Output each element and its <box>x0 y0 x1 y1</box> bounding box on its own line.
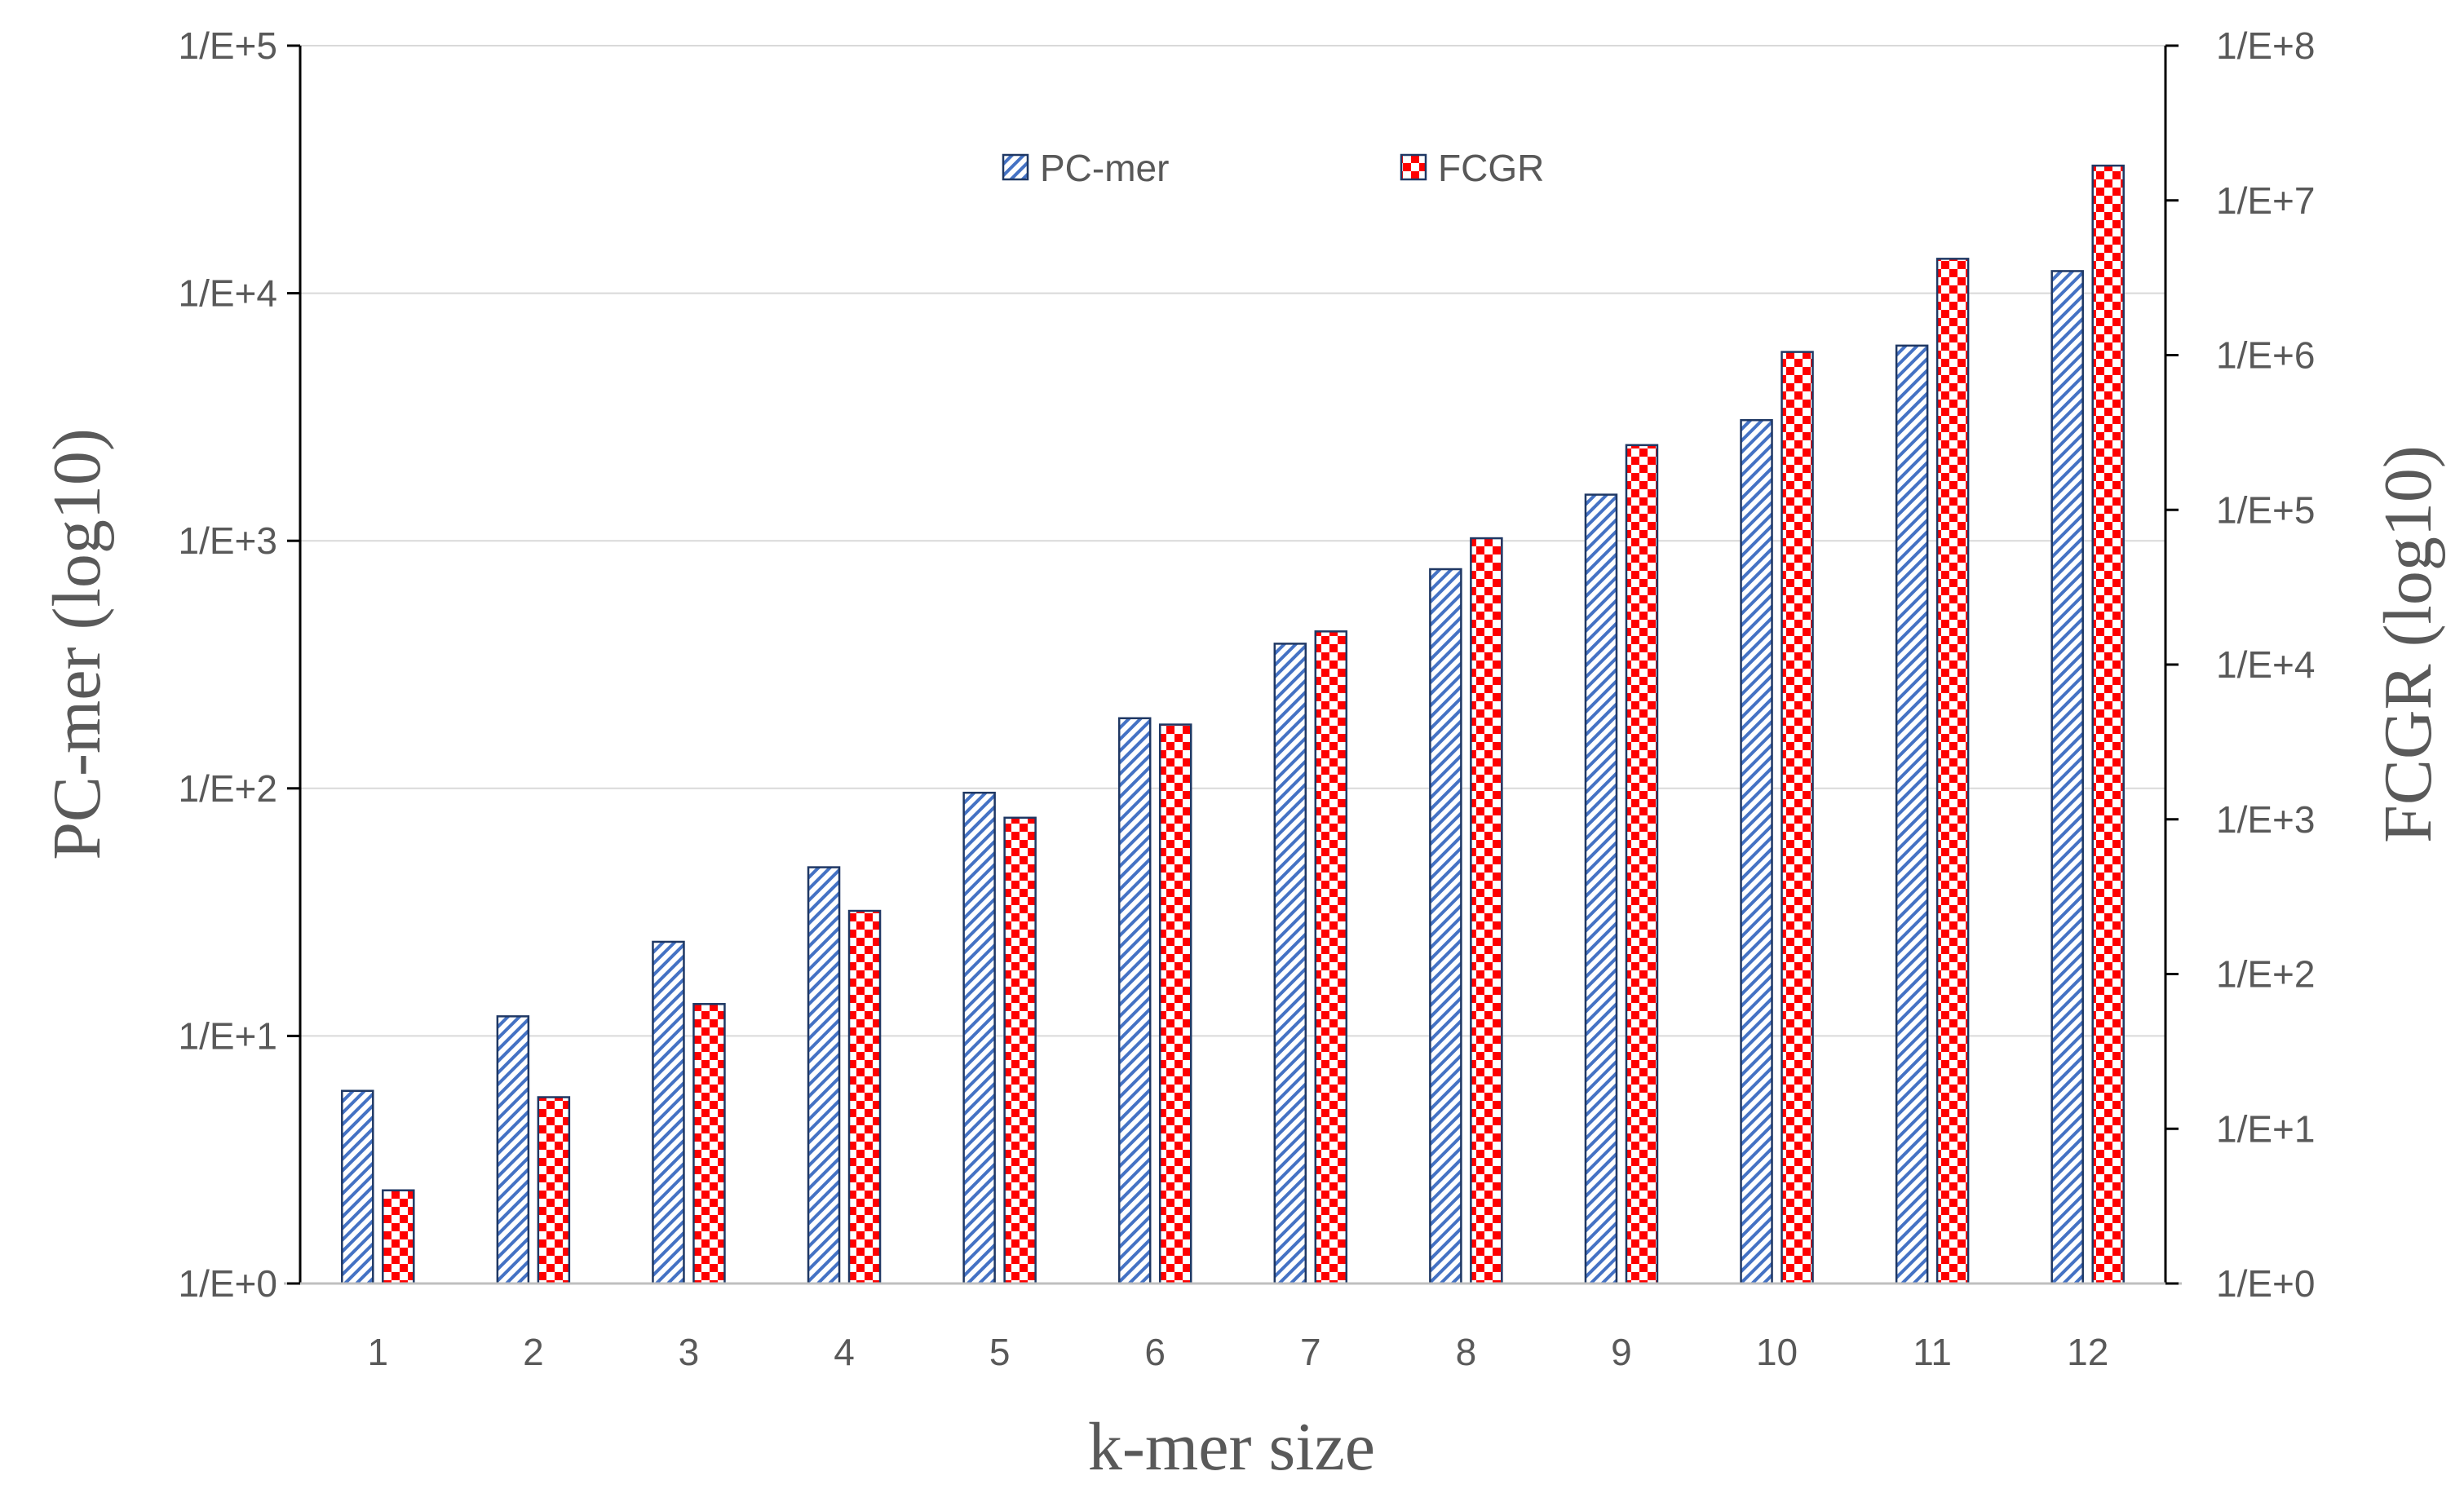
bar-pcmer-k6 <box>1117 717 1152 1285</box>
bar-pcmer-k11 <box>1895 344 1929 1285</box>
x-tick-label: 11 <box>1913 1331 1952 1373</box>
bar-fcgr-k11 <box>1935 258 1970 1285</box>
x-tick-label: 5 <box>989 1331 1011 1373</box>
x-tick-label: 12 <box>2067 1331 2108 1373</box>
legend-swatch-fcgr <box>1400 153 1427 181</box>
bar-pcmer-k10 <box>1740 418 1773 1285</box>
bar-pcmer-k5 <box>962 791 996 1285</box>
right-tick-label: 1/E+4 <box>2216 643 2316 686</box>
x-tick-label: 4 <box>834 1331 855 1373</box>
gridlines <box>300 45 2165 1037</box>
bar-fcgr-k9 <box>1625 444 1659 1285</box>
x-tick-label: 2 <box>523 1331 544 1373</box>
legend: PC-mer FCGR <box>1002 147 1544 189</box>
bar-fcgr-k10 <box>1781 351 1814 1285</box>
left-tick-label: 1/E+2 <box>179 767 278 810</box>
right-tick-label: 1/E+6 <box>2216 334 2316 377</box>
bar-fcgr-k7 <box>1314 630 1348 1285</box>
right-tick-label: 1/E+3 <box>2216 798 2316 841</box>
bar-fcgr-k3 <box>692 1003 726 1285</box>
bar-pcmer-k4 <box>807 866 841 1285</box>
bar-fcgr-k2 <box>537 1096 571 1285</box>
bar-pcmer-k12 <box>2050 270 2084 1285</box>
x-tick-label: 9 <box>1611 1331 1632 1373</box>
left-tick-label: 1/E+4 <box>179 272 278 315</box>
right-tick-label: 1/E+1 <box>2216 1107 2316 1150</box>
bar-fcgr-k4 <box>847 909 882 1285</box>
left-tick-label: 1/E+0 <box>179 1262 278 1305</box>
x-tick-label: 10 <box>1756 1331 1798 1373</box>
right-axis-ticks: 1/E+0 1/E+1 1/E+2 1/E+3 1/E+4 1/E+5 1/E+6 1/E+7… <box>2165 24 2316 1305</box>
bar-pcmer-k3 <box>652 940 685 1285</box>
bar-fcgr-k5 <box>1003 816 1037 1285</box>
left-tick-label: 1/E+3 <box>179 519 278 562</box>
legend-swatch-pcmer <box>1002 153 1029 181</box>
right-tick-label: 1/E+5 <box>2216 488 2316 531</box>
bar-pcmer-k2 <box>496 1015 530 1285</box>
right-tick-label: 1/E+8 <box>2216 24 2316 67</box>
bar-fcgr-k12 <box>2091 164 2125 1285</box>
x-axis-ticks: 1 2 3 4 5 6 7 8 9 10 11 12 <box>367 1331 2108 1373</box>
bar-fcgr-k1 <box>382 1189 415 1285</box>
bar-fcgr-k6 <box>1158 723 1192 1285</box>
x-tick-label: 6 <box>1144 1331 1166 1373</box>
x-tick-label: 8 <box>1456 1331 1477 1373</box>
right-tick-label: 1/E+2 <box>2216 953 2316 996</box>
left-axis-ticks: 1/E+0 1/E+1 1/E+2 1/E+3 1/E+4 1/E+5 <box>179 24 300 1305</box>
x-axis-title: k-mer size <box>1088 1409 1375 1485</box>
legend-label-fcgr: FCGR <box>1438 147 1544 189</box>
left-tick-label: 1/E+1 <box>179 1014 278 1057</box>
right-tick-label: 1/E+7 <box>2216 179 2316 222</box>
right-tick-label: 1/E+0 <box>2216 1262 2316 1305</box>
bar-fcgr-k8 <box>1470 537 1503 1285</box>
bar-pcmer-k8 <box>1429 568 1462 1285</box>
bar-pcmer-k1 <box>341 1089 374 1285</box>
bar-pcmer-k7 <box>1273 643 1307 1285</box>
left-tick-label: 1/E+5 <box>179 24 278 67</box>
y-axis-right-title: FCGR (log10) <box>2370 445 2446 843</box>
x-tick-label: 1 <box>367 1331 388 1373</box>
y-axis-left-title: PC-mer (log10) <box>39 428 115 860</box>
legend-label-pcmer: PC-mer <box>1040 147 1169 189</box>
x-tick-label: 3 <box>679 1331 700 1373</box>
x-tick-label: 7 <box>1300 1331 1321 1373</box>
bars <box>341 164 2125 1285</box>
bar-pcmer-k9 <box>1584 493 1618 1285</box>
